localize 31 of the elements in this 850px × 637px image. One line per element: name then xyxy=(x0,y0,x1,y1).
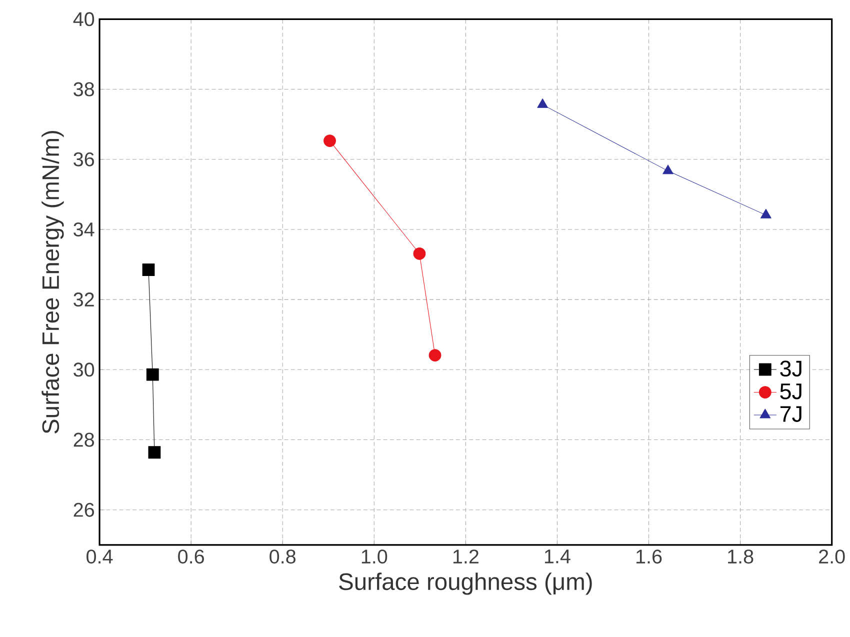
y-tick-label: 36 xyxy=(74,152,94,166)
x-tick-label: 0.8 xyxy=(270,550,296,564)
y-tick-label: 30 xyxy=(74,362,94,377)
legend-label: 7J xyxy=(780,406,802,422)
point xyxy=(662,164,674,174)
y-tick-label: 34 xyxy=(74,222,94,236)
y-axis-title: Surface Free Energy (mN/m) xyxy=(42,131,64,434)
x-tick-label: 1.0 xyxy=(362,550,388,564)
x-tick-label: 2.0 xyxy=(819,550,845,564)
x-tick-label: 1.6 xyxy=(636,550,662,564)
point xyxy=(413,247,426,260)
y-tick-label: 38 xyxy=(74,82,94,96)
y-tick-label: 40 xyxy=(73,12,94,26)
point xyxy=(324,134,336,148)
point xyxy=(142,264,155,276)
point xyxy=(537,98,548,108)
x-tick-label: 0.4 xyxy=(86,550,113,564)
legend-label: 3J xyxy=(780,360,802,377)
point xyxy=(146,368,159,381)
x-axis-title: Surface roughness (μm) xyxy=(339,572,592,595)
x-tick-label: 1.8 xyxy=(728,550,754,564)
x-tick-label: 1.2 xyxy=(453,550,478,564)
legend-label: 5J xyxy=(780,384,802,400)
point xyxy=(428,349,442,362)
y-tick-label: 26 xyxy=(74,502,94,517)
y-tick-label: 32 xyxy=(74,292,94,307)
point xyxy=(760,208,772,218)
x-tick-label: 1.4 xyxy=(544,550,570,564)
x-tick-label: 0.6 xyxy=(178,550,204,564)
point xyxy=(148,446,161,459)
y-tick-label: 28 xyxy=(74,432,94,447)
